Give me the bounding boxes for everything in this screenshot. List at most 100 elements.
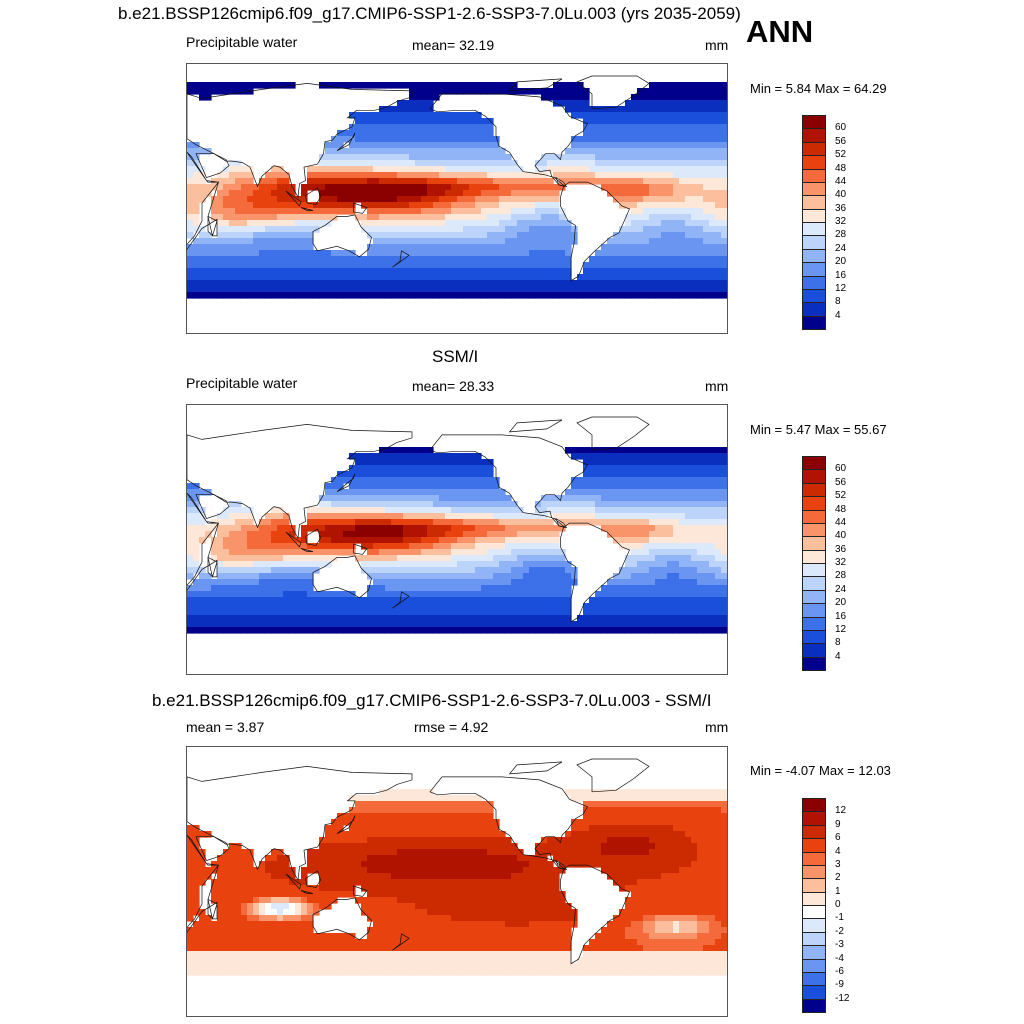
colorbar-tick-label: 1	[835, 885, 841, 897]
colorbar-tick-label: -9	[835, 979, 844, 991]
colorbar-tick-label: 16	[835, 610, 847, 622]
map-field-cells	[187, 789, 727, 976]
panel-2-map	[186, 404, 728, 675]
colorbar-swatch	[802, 275, 826, 290]
colorbar-tick-label: 24	[835, 583, 847, 595]
colorbar-swatch	[802, 262, 826, 277]
colorbar-swatch	[802, 509, 826, 524]
colorbar-swatch	[802, 656, 826, 671]
colorbar-swatch	[802, 838, 826, 853]
panel-2-mean-label: mean= 28.33	[412, 378, 495, 394]
colorbar-swatch	[802, 864, 826, 880]
colorbar-swatch	[802, 811, 826, 826]
colorbar-tick-label: 56	[835, 476, 847, 488]
colorbar-swatch	[802, 998, 826, 1013]
colorbar-swatch	[802, 128, 826, 143]
colorbar-swatch	[802, 878, 826, 893]
colorbar-tick-label: 12	[835, 805, 847, 817]
panel-1-colorbar: 60 56 52 48 44 40 36 32 28 24 20 16 12 8 4	[802, 115, 846, 330]
colorbar-tick-label: 40	[835, 189, 847, 201]
panel-2-map-plot	[187, 416, 727, 634]
colorbar-tick-label: 48	[835, 503, 847, 515]
panel-2-variable-label: Precipitable water	[186, 375, 298, 391]
panel-1-title: b.e21.BSSP126cmip6.f09_g17.CMIP6-SSP1-2.…	[118, 4, 741, 23]
panel-3-units-label: mm	[705, 719, 729, 735]
colorbar-swatch	[802, 576, 826, 591]
panel-2-colorbar: 60 56 52 48 44 40 36 32 28 24 20 16 12 8 4	[802, 456, 846, 671]
colorbar-tick-label: 36	[835, 202, 847, 214]
colorbar-swatch	[802, 851, 826, 866]
colorbar-swatch	[802, 589, 826, 605]
coastline-layer	[187, 416, 650, 623]
colorbar-swatch	[802, 918, 826, 933]
colorbar-swatch	[802, 115, 826, 130]
panel-1-units-label: mm	[705, 37, 729, 53]
panel-3-mean-label: mean = 3.87	[186, 719, 265, 735]
colorbar-tick-label: 44	[835, 516, 847, 528]
colorbar-swatch	[802, 181, 826, 197]
colorbar-tick-label: 12	[835, 623, 847, 635]
colorbar-swatch	[802, 155, 826, 170]
colorbar-tick-label: 56	[835, 135, 847, 147]
colorbar-tick-label: 28	[835, 570, 847, 582]
panel-1-mean-label: mean= 32.19	[412, 37, 495, 53]
colorbar-swatch	[802, 643, 826, 658]
colorbar-swatch	[802, 522, 826, 538]
colorbar-tick-label: 60	[835, 463, 847, 475]
colorbar-swatch	[802, 824, 826, 840]
colorbar-swatch	[802, 496, 826, 511]
colorbar-tick-label: 32	[835, 557, 847, 568]
panel-1-variable-label: Precipitable water	[186, 34, 298, 50]
season-label: ANN	[746, 14, 814, 49]
colorbar-swatch	[802, 141, 826, 157]
colorbar-tick-label: 32	[835, 216, 847, 227]
colorbar-swatch	[802, 248, 826, 264]
map-field-cells	[187, 82, 727, 299]
colorbar-tick-label: 4	[835, 309, 841, 321]
colorbar-tick-label: 4	[835, 650, 841, 662]
colorbar-swatch	[802, 195, 826, 210]
colorbar-tick-label: 4	[835, 845, 841, 857]
panel-3-rmse-label: rmse = 4.92	[414, 719, 489, 735]
colorbar-swatch	[802, 222, 826, 237]
colorbar-tick-label: -6	[835, 965, 844, 977]
panel-2-minmax-label: Min = 5.47 Max = 55.67	[750, 422, 887, 437]
colorbar-tick-label: -12	[835, 992, 850, 1004]
colorbar-swatch	[802, 315, 826, 330]
colorbar-swatch	[802, 971, 826, 987]
coastline-layer	[187, 75, 650, 282]
colorbar-tick-label: 24	[835, 242, 847, 254]
panel-1-map-plot	[187, 75, 727, 299]
colorbar-tick-label: 48	[835, 162, 847, 174]
panel-1-map	[186, 63, 728, 334]
colorbar-tick-label: 60	[835, 122, 847, 134]
colorbar-tick-label: 0	[835, 899, 841, 910]
colorbar-swatch	[802, 168, 826, 183]
panel-1-minmax-label: Min = 5.84 Max = 64.29	[750, 81, 887, 96]
colorbar-swatch	[802, 629, 826, 645]
colorbar-swatch	[802, 931, 826, 947]
panel-3-minmax-label: Min = -4.07 Max = 12.03	[750, 763, 891, 778]
colorbar-tick-label: 36	[835, 543, 847, 555]
colorbar-tick-label: 12	[835, 282, 847, 294]
panel-3-colorbar: 12 9 6 4 3 2 1 0 -1 -2 -3 -4 -6 -9 -12	[802, 798, 849, 1013]
colorbar-swatch	[802, 208, 826, 223]
panel-2-units-label: mm	[705, 378, 729, 394]
colorbar-tick-label: 44	[835, 175, 847, 187]
colorbar-tick-label: 20	[835, 256, 847, 268]
colorbar-swatch	[802, 235, 826, 250]
colorbar-tick-label: 28	[835, 229, 847, 241]
colorbar-tick-label: 3	[835, 858, 841, 870]
colorbar-tick-label: -2	[835, 925, 844, 937]
colorbar-tick-label: 20	[835, 597, 847, 609]
colorbar-swatch	[802, 482, 826, 498]
colorbar-swatch	[802, 945, 826, 960]
colorbar-tick-label: 9	[835, 818, 841, 830]
colorbar-swatch	[802, 798, 826, 813]
colorbar-tick-label: 52	[835, 149, 847, 161]
colorbar-swatch	[802, 616, 826, 631]
colorbar-swatch	[802, 905, 826, 920]
coastline-layer	[187, 758, 650, 965]
panel-3-map-plot	[187, 758, 727, 976]
colorbar-swatch	[802, 456, 826, 471]
